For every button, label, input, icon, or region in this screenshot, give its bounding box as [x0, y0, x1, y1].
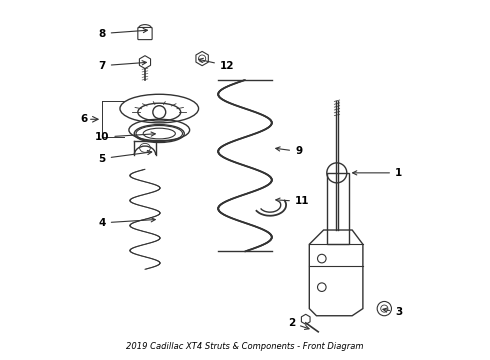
Text: 7: 7 — [98, 60, 147, 71]
Text: 12: 12 — [199, 58, 234, 71]
Text: 3: 3 — [383, 307, 402, 317]
Text: 8: 8 — [98, 28, 147, 39]
Text: 4: 4 — [98, 218, 155, 228]
Text: 2: 2 — [288, 318, 309, 329]
Text: 1: 1 — [353, 168, 402, 178]
Text: 2019 Cadillac XT4 Struts & Components - Front Diagram: 2019 Cadillac XT4 Struts & Components - … — [126, 342, 364, 351]
Text: 6: 6 — [81, 114, 88, 124]
Text: 5: 5 — [98, 150, 152, 163]
Text: 11: 11 — [276, 197, 309, 206]
Text: 10: 10 — [95, 132, 155, 142]
Text: 9: 9 — [276, 147, 302, 157]
